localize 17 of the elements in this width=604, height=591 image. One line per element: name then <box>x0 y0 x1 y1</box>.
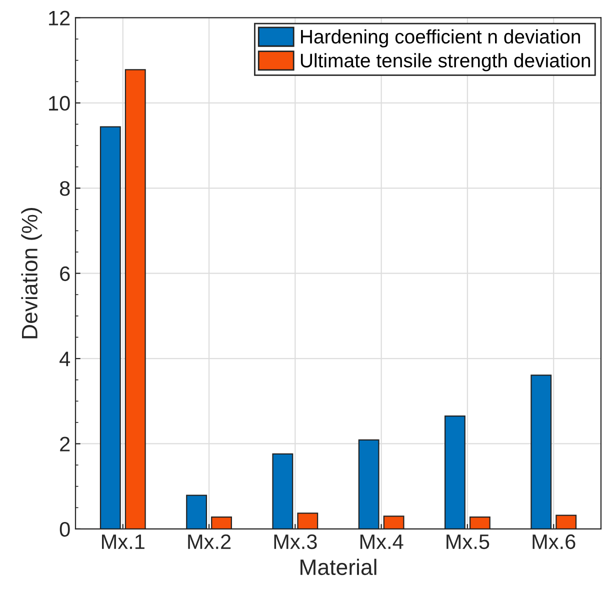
y-tick-label: 6 <box>60 266 70 282</box>
legend-label: Hardening coefficient n deviation <box>301 29 580 48</box>
x-tick-label: Mx.6 <box>532 534 576 550</box>
x-tick-label: Mx.3 <box>274 534 317 550</box>
y-tick-label: 8 <box>60 181 70 196</box>
x-tick-label: Mx.2 <box>188 534 231 549</box>
x-tick-label: Mx.1 <box>102 534 144 549</box>
y-tick-label: 4 <box>60 352 70 366</box>
x-tick-label: Mx.5 <box>446 534 490 550</box>
y-tick-label: 2 <box>60 436 70 452</box>
y-tick-label: 12 <box>49 10 70 26</box>
x-axis-title: Material <box>300 558 376 576</box>
y-tick-label: 10 <box>49 96 70 111</box>
x-tick-label: Mx.4 <box>360 534 404 549</box>
y-axis-title: Deviation (%) <box>21 208 42 338</box>
legend-label: Ultimate tensile strength deviation <box>300 53 590 72</box>
y-tick-label: 0 <box>60 522 70 537</box>
